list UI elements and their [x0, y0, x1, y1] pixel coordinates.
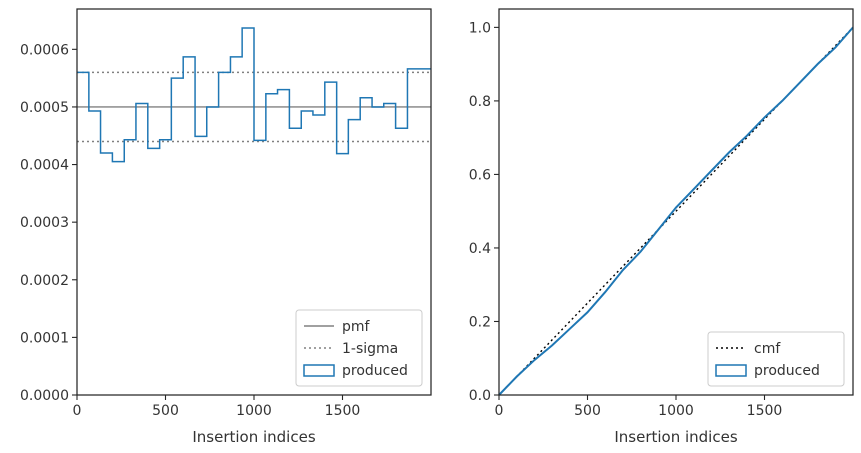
- right-y-tick-label: 0.6: [469, 167, 491, 183]
- left-chart-panel: 0 500 1000 1500 0.00000.00010.00020.00030.0…: [20, 8, 432, 446]
- left-y-tick-label: 0.0001: [20, 330, 69, 346]
- left-produced-histogram: [77, 27, 431, 163]
- right-chart-panel: 0 500 1000 1500 0.0 0.2 0.4 0.6 0.8 1.0 Insertio…: [469, 8, 854, 446]
- left-y-tick-label: 0.0005: [20, 100, 69, 116]
- left-series: [77, 27, 431, 163]
- right-legend-label-cmf: cmf: [754, 341, 781, 357]
- left-x-tick-label: 1500: [325, 403, 361, 419]
- left-plot-frame: [76, 8, 432, 396]
- left-x-tick-label: 1000: [236, 403, 272, 419]
- right-legend-swatch-produced: [715, 364, 747, 377]
- right-x-tick-label: 1000: [658, 403, 694, 419]
- right-produced-line: [498, 26, 854, 396]
- left-legend-label-pmf: pmf: [342, 319, 371, 335]
- right-legend-box: [707, 331, 845, 387]
- left-y-tick-label: 0.0004: [20, 158, 69, 174]
- left-legend: pmf 1-sigma produced: [295, 309, 423, 387]
- right-plot-area: [499, 9, 853, 395]
- right-x-axis-label: Insertion indices: [614, 428, 737, 446]
- left-y-tick-label: 0.0006: [20, 42, 69, 58]
- right-x-tick-label: 500: [574, 403, 601, 419]
- left-y-tick-label: 0.0003: [20, 215, 69, 231]
- right-y-tick-label: 0.0: [469, 388, 491, 404]
- left-legend-swatch-produced: [303, 364, 335, 377]
- left-x-tick-label: 500: [152, 403, 179, 419]
- right-y-tick-label: 0.4: [469, 241, 491, 257]
- right-x-ticks: 0 500 1000 1500: [495, 395, 783, 419]
- right-y-tick-label: 1.0: [469, 20, 491, 36]
- left-legend-label-1-sigma: 1-sigma: [342, 341, 398, 357]
- left-x-tick-label: 0: [73, 403, 82, 419]
- right-y-tick-label: 0.2: [469, 314, 491, 330]
- left-x-ticks: 0 500 1000 1500: [73, 395, 361, 419]
- left-legend-box: [295, 309, 423, 387]
- left-y-tick-label: 0.0000: [20, 388, 69, 404]
- left-x-axis-label: Insertion indices: [192, 428, 315, 446]
- right-y-ticks: 0.0 0.2 0.4 0.6 0.8 1.0: [469, 20, 499, 404]
- left-y-ticks: 0.0000 0.0001 0.0002 0.0003 0.0004 0.0005 0.00…: [20, 42, 77, 404]
- right-y-tick-label: 0.8: [469, 94, 491, 110]
- right-legend: cmf produced: [707, 331, 845, 387]
- right-x-tick-label: 1500: [747, 403, 783, 419]
- left-y-tick-label: 0.0002: [20, 273, 69, 289]
- left-legend-label-produced: produced: [342, 363, 408, 379]
- right-plot-frame: [498, 8, 854, 396]
- right-legend-label-produced: produced: [754, 363, 820, 379]
- right-x-tick-label: 0: [495, 403, 504, 419]
- right-series: [498, 26, 854, 396]
